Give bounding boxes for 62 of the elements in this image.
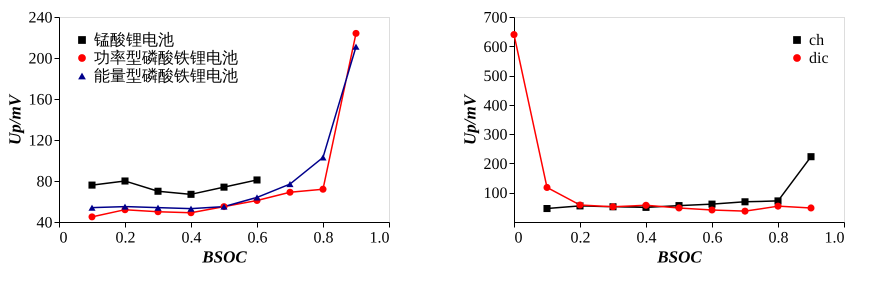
point <box>88 182 96 189</box>
point <box>187 190 195 198</box>
x-tick-label: 0.4 <box>636 230 656 246</box>
y-tick-label: 160 <box>28 92 52 108</box>
x-tick-label: 0.2 <box>570 230 590 246</box>
x-axis-title: BSOC <box>201 248 248 266</box>
x-tick-label: 1.0 <box>824 230 844 246</box>
y-tick-label: 100 <box>484 185 508 202</box>
legend-label: dic <box>809 50 829 67</box>
x-tick-label: 0.8 <box>768 230 788 246</box>
point <box>121 204 129 210</box>
point <box>807 153 815 160</box>
point <box>187 206 195 212</box>
y-tick-label: 80 <box>36 174 52 190</box>
point <box>352 30 360 37</box>
y-tick-label: 240 <box>28 10 52 26</box>
x-tick-label: 0.8 <box>314 230 334 246</box>
y-axis-title: Up/mV <box>460 93 480 146</box>
point <box>807 204 815 212</box>
y-tick-label: 500 <box>484 68 508 86</box>
point <box>319 186 327 193</box>
point <box>543 204 551 212</box>
y-tick-label: 600 <box>484 38 508 56</box>
point <box>319 154 327 160</box>
x-tick-label: 0 <box>514 230 522 246</box>
y-tick-label: 200 <box>484 156 508 173</box>
point <box>154 204 162 211</box>
point <box>741 208 749 215</box>
point <box>741 198 749 206</box>
point <box>88 204 96 211</box>
y-tick-label: 40 <box>36 214 52 232</box>
point <box>253 176 261 184</box>
y-tick-label: 120 <box>28 132 52 150</box>
x-tick-label: 0.4 <box>182 230 202 246</box>
point <box>220 184 228 191</box>
legend-label: 功率型磷酸铁锂电池 <box>94 49 238 67</box>
point <box>286 181 294 188</box>
x-tick-label: 0.6 <box>248 230 268 246</box>
point <box>88 213 96 220</box>
y-tick-label: 200 <box>28 50 52 68</box>
x-tick-label: 1.0 <box>370 230 390 246</box>
x-axis-title: BSOC <box>656 248 702 266</box>
point <box>708 206 716 214</box>
y-tick-label: 700 <box>484 10 508 26</box>
legend-label: 锰酸锂电池 <box>93 31 174 49</box>
point <box>352 44 360 50</box>
y-axis-title: Up/mV <box>6 93 24 146</box>
x-tick-label: 0.6 <box>702 230 722 246</box>
point <box>121 177 129 185</box>
point <box>154 188 162 195</box>
x-tick-label: 0.2 <box>116 230 136 246</box>
point <box>708 200 716 208</box>
x-tick-label: 0 <box>60 230 68 246</box>
legend-label: ch <box>809 32 824 49</box>
y-tick-label: 400 <box>484 97 508 114</box>
point <box>286 188 294 196</box>
legend-label: 能量型磷酸铁锂电池 <box>94 67 238 85</box>
point <box>253 194 261 200</box>
y-tick-label: 300 <box>484 126 508 144</box>
point <box>510 31 518 38</box>
point <box>774 202 782 210</box>
point <box>543 184 551 191</box>
